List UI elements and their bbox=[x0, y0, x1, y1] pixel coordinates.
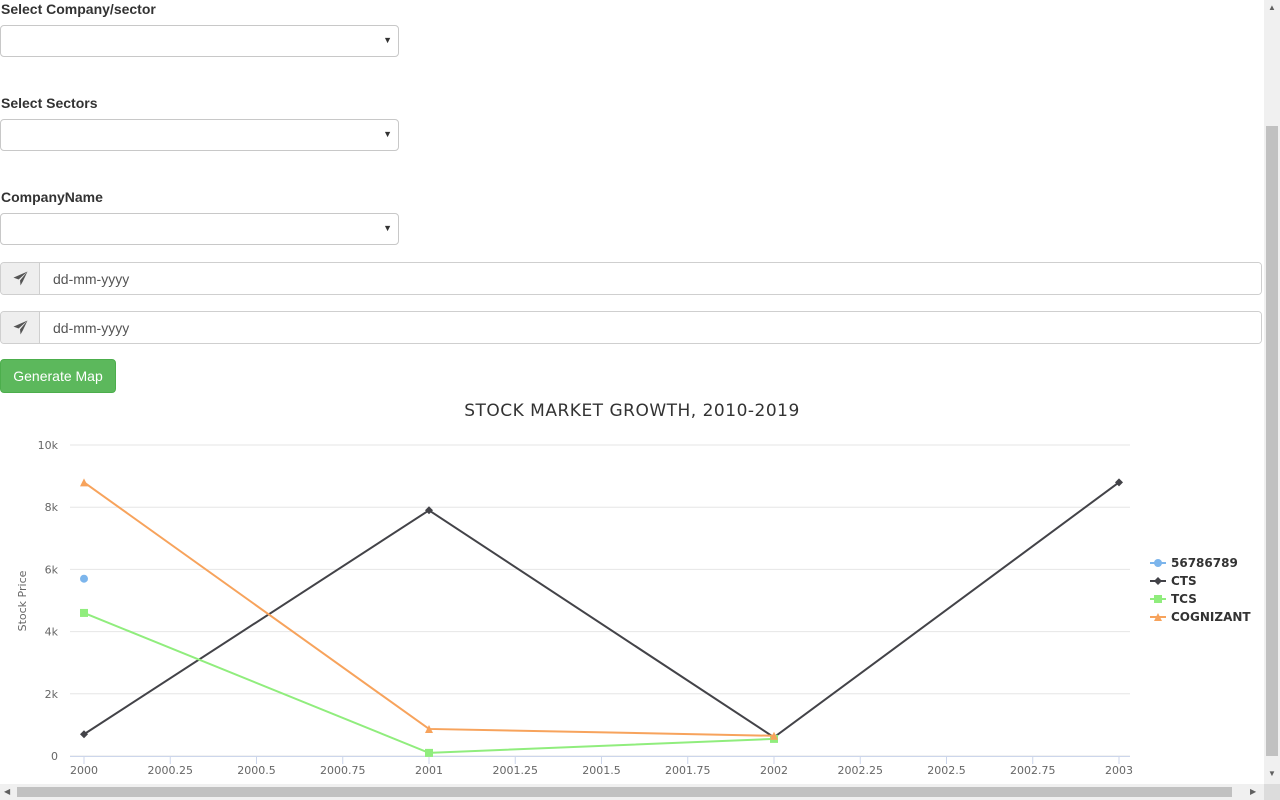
legend-item[interactable]: CTS bbox=[1150, 574, 1197, 588]
scroll-up-icon[interactable]: ▲ bbox=[1268, 3, 1276, 12]
to-date-group bbox=[0, 311, 1262, 344]
scrollbar-corner bbox=[1264, 784, 1280, 800]
legend-item[interactable]: TCS bbox=[1150, 592, 1197, 606]
sectors-label: Select Sectors bbox=[1, 95, 98, 111]
series-cts bbox=[80, 478, 1123, 742]
x-tick-label: 2003 bbox=[1105, 764, 1133, 777]
y-tick-label: 2k bbox=[45, 688, 59, 701]
horizontal-scroll-thumb[interactable] bbox=[17, 787, 1232, 797]
chevron-down-icon: ▼ bbox=[383, 223, 392, 233]
x-tick-label: 2000.25 bbox=[148, 764, 194, 777]
x-tick-label: 2000 bbox=[70, 764, 98, 777]
legend-marker[interactable] bbox=[1154, 559, 1162, 567]
y-tick-label: 10k bbox=[38, 439, 59, 452]
y-axis-title: Stock Price bbox=[16, 570, 29, 631]
data-point[interactable] bbox=[80, 574, 88, 583]
legend-item[interactable]: 56786789 bbox=[1150, 556, 1238, 570]
legend-item[interactable]: COGNIZANT bbox=[1150, 610, 1251, 624]
series-line bbox=[83, 481, 775, 737]
company-name-select[interactable]: ▼ bbox=[0, 213, 399, 245]
legend-label: CTS bbox=[1171, 574, 1197, 588]
x-tick-label: 2002.5 bbox=[927, 764, 966, 777]
x-tick-label: 2002.25 bbox=[838, 764, 884, 777]
y-tick-label: 8k bbox=[45, 501, 59, 514]
data-point[interactable] bbox=[425, 506, 433, 515]
y-tick-label: 0 bbox=[51, 750, 58, 763]
chevron-down-icon: ▼ bbox=[383, 35, 392, 45]
data-point[interactable] bbox=[425, 724, 433, 733]
legend-marker[interactable] bbox=[1154, 613, 1162, 621]
legend-marker[interactable] bbox=[1154, 595, 1162, 603]
data-point[interactable] bbox=[1115, 478, 1123, 487]
y-tick-label: 6k bbox=[45, 563, 59, 576]
legend-label: 56786789 bbox=[1171, 556, 1238, 570]
x-tick-label: 2001.75 bbox=[665, 764, 711, 777]
chart-axes: 0 2k 4k 6k 8k 10k 2000 2000.25 2000.5 2000.75 2001… bbox=[38, 439, 1133, 777]
x-tick-label: 2001.25 bbox=[493, 764, 539, 777]
x-tick-label: 2000.5 bbox=[237, 764, 276, 777]
x-tick-label: 2000.75 bbox=[320, 764, 366, 777]
generate-map-button[interactable]: Generate Map bbox=[0, 359, 116, 393]
data-point[interactable] bbox=[770, 731, 778, 740]
scroll-right-icon[interactable]: ▶ bbox=[1250, 787, 1257, 796]
chart-title: STOCK MARKET GROWTH, 2010-2019 bbox=[464, 401, 800, 421]
paper-plane-icon bbox=[1, 312, 40, 343]
scroll-left-icon[interactable]: ◀ bbox=[4, 787, 11, 796]
data-point[interactable] bbox=[80, 478, 88, 487]
company-sector-label: Select Company/sector bbox=[1, 1, 156, 17]
chart-grid bbox=[70, 444, 1130, 757]
legend-label: COGNIZANT bbox=[1171, 610, 1251, 624]
stock-chart: STOCK MARKET GROWTH, 2010-2019 0 2k 4k 6k 8k… bbox=[16, 401, 1251, 777]
x-tick-label: 2002 bbox=[760, 764, 788, 777]
vertical-scrollbar[interactable]: ▲ ▼ bbox=[1264, 0, 1280, 786]
legend-label: TCS bbox=[1171, 592, 1197, 606]
x-tick-label: 2001.5 bbox=[582, 764, 621, 777]
company-sector-select[interactable]: ▼ bbox=[0, 25, 399, 57]
horizontal-scrollbar[interactable]: ◀ ▶ bbox=[0, 784, 1264, 800]
data-point[interactable] bbox=[80, 608, 88, 617]
vertical-scroll-thumb[interactable] bbox=[1266, 126, 1278, 756]
data-point[interactable] bbox=[425, 748, 433, 757]
scroll-down-icon[interactable]: ▼ bbox=[1268, 769, 1276, 778]
page: Select Company/sector ▼ Select Sectors ▼… bbox=[0, 1, 1262, 777]
data-point[interactable] bbox=[80, 730, 88, 739]
x-tick-label: 2001 bbox=[415, 764, 443, 777]
series-56786789 bbox=[80, 574, 88, 583]
chart-series bbox=[80, 478, 1123, 757]
legend-marker[interactable] bbox=[1154, 577, 1162, 585]
from-date-input[interactable] bbox=[40, 263, 1261, 294]
to-date-input[interactable] bbox=[40, 312, 1261, 343]
paper-plane-icon bbox=[1, 263, 40, 294]
series-line bbox=[83, 481, 1120, 739]
company-name-label: CompanyName bbox=[1, 189, 103, 205]
from-date-group bbox=[0, 262, 1262, 295]
y-tick-label: 4k bbox=[45, 626, 59, 639]
chart-legend: 56786789 CTS TCS COGNIZANT bbox=[1150, 556, 1251, 624]
series-cognizant bbox=[80, 478, 778, 740]
sectors-select[interactable]: ▼ bbox=[0, 119, 399, 151]
x-tick-label: 2002.75 bbox=[1010, 764, 1056, 777]
chevron-down-icon: ▼ bbox=[383, 129, 392, 139]
